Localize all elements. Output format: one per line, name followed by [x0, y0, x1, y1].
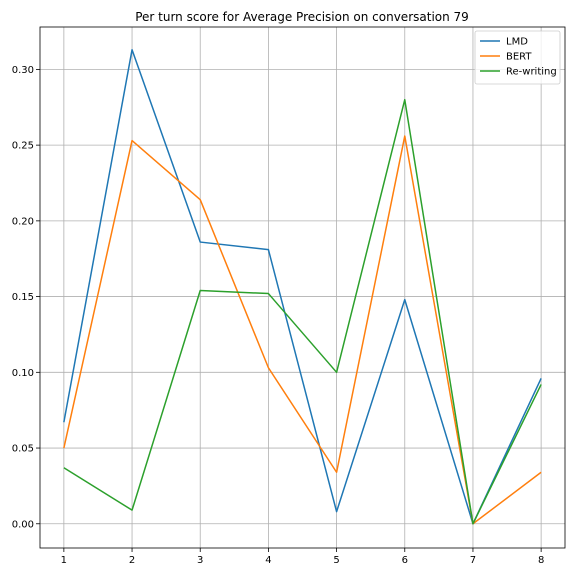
series-line-re-writing: [63, 98, 542, 525]
x-tick-label: 2: [129, 555, 135, 566]
y-tick-label: 0.20: [12, 216, 34, 227]
series-lines: [63, 48, 542, 525]
axis-ticks: 1 2 3 4 5 6 7 8 0.00 0.05 0.10 0.15 0.20 0.25 0.30: [12, 65, 545, 566]
y-tick-label: 0.05: [12, 444, 34, 455]
x-tick-label: 4: [265, 555, 271, 566]
x-tick-label: 7: [470, 555, 476, 566]
legend: LMD BERT Re-writing: [474, 30, 561, 85]
series-line-lmd: [63, 48, 542, 525]
legend-label: BERT: [506, 52, 532, 63]
legend-label: LMD: [506, 37, 528, 48]
chart-title: Per turn score for Average Precision on …: [135, 10, 469, 24]
y-tick-label: 0.25: [12, 141, 34, 152]
plot-area-frame: [39, 26, 566, 549]
grid: [40, 27, 565, 548]
y-tick-label: 0.15: [12, 292, 34, 303]
y-tick-label: 0.00: [12, 519, 34, 530]
x-tick-label: 6: [402, 555, 408, 566]
x-tick-label: 1: [61, 555, 67, 566]
x-tick-label: 8: [538, 555, 544, 566]
x-tick-label: 3: [197, 555, 203, 566]
series-line-bert: [63, 135, 542, 525]
x-tick-label: 5: [333, 555, 339, 566]
y-tick-label: 0.10: [12, 368, 34, 379]
y-tick-label: 0.30: [12, 65, 34, 76]
legend-label: Re-writing: [506, 67, 557, 78]
